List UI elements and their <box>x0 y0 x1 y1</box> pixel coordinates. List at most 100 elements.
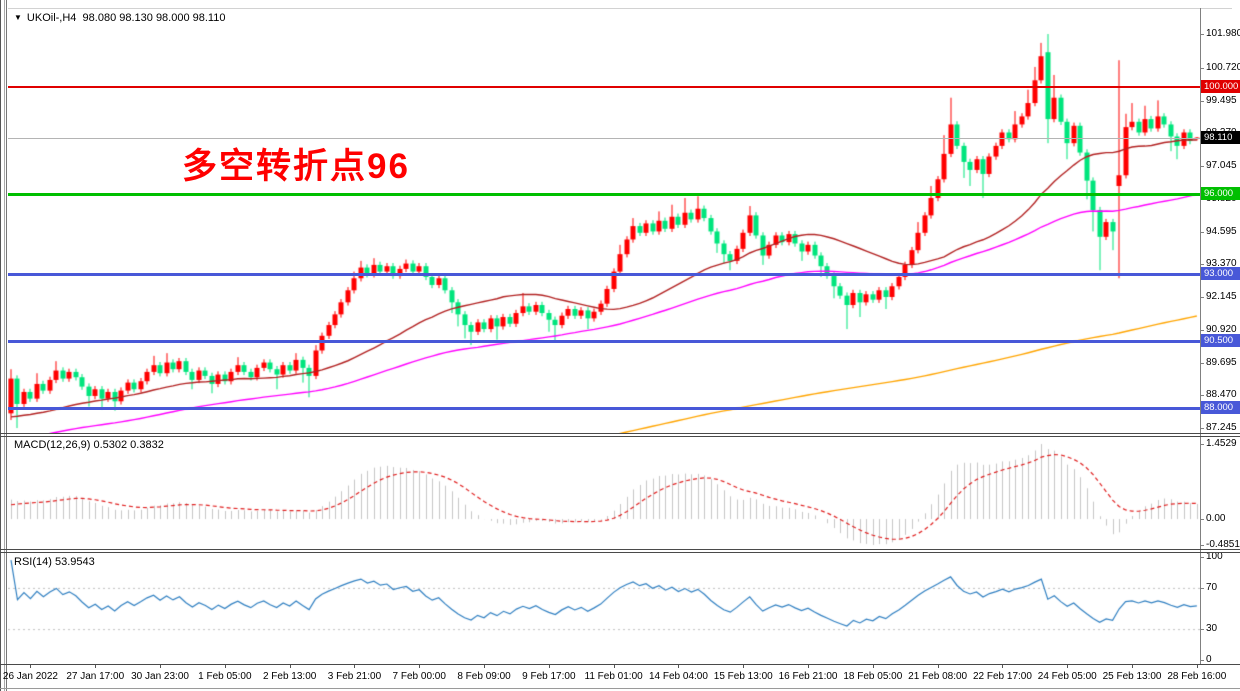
time-axis-label: 14 Feb 04:00 <box>648 671 708 682</box>
macd-label: MACD(12,26,9) 0.5302 0.3832 <box>14 439 164 451</box>
time-axis-tick <box>484 664 486 668</box>
time-axis-tick <box>808 664 810 668</box>
macd-tick-dash <box>1200 519 1204 521</box>
time-axis-tick <box>224 664 226 668</box>
rsi-tick-label: 0 <box>1206 654 1212 665</box>
price-tick-label: 97.045 <box>1206 160 1237 172</box>
current-price-tag: 98.110 <box>1201 130 1240 144</box>
time-axis-tick <box>289 664 291 668</box>
price-tick-dash <box>1200 34 1204 36</box>
horizontal-line[interactable] <box>8 339 1200 343</box>
price-axis-border <box>1200 8 1201 664</box>
time-axis-label: 2 Feb 13:00 <box>262 671 317 682</box>
symbol-dropdown-icon[interactable]: ▼ <box>14 13 22 22</box>
time-axis-label: 18 Feb 05:00 <box>843 671 903 682</box>
horizontal-line[interactable] <box>8 272 1200 276</box>
rsi-label: RSI(14) 53.9543 <box>14 556 95 568</box>
time-axis-label: 7 Feb 00:00 <box>392 671 446 682</box>
current-price-line <box>8 137 1200 139</box>
hline-price-tag: 90.500 <box>1201 334 1240 348</box>
rsi-tick-dash <box>1200 557 1204 558</box>
window-left-border <box>0 0 8 691</box>
pane-separator[interactable] <box>0 552 1240 553</box>
rsi-tick-label: 100 <box>1206 551 1223 562</box>
time-axis-tick <box>1132 664 1134 668</box>
time-axis-tick <box>678 664 680 668</box>
price-tick-dash <box>1200 428 1204 430</box>
time-axis-label: 21 Feb 08:00 <box>908 671 968 682</box>
time-axis-tick <box>1002 664 1004 668</box>
time-axis-label: 28 Feb 16:00 <box>1167 671 1227 682</box>
time-axis-label: 16 Feb 21:00 <box>778 671 838 682</box>
price-tick-label: 87.245 <box>1206 422 1237 434</box>
time-axis-label: 30 Jan 23:00 <box>131 671 189 682</box>
price-tick-dash <box>1200 395 1204 397</box>
time-axis-tick <box>95 664 97 668</box>
time-axis-tick <box>419 664 421 668</box>
hline-price-tag: 100.000 <box>1201 80 1240 93</box>
time-axis-label: 1 Feb 05:00 <box>198 671 252 682</box>
time-axis-label: 9 Feb 17:00 <box>522 671 576 682</box>
horizontal-line[interactable] <box>8 406 1200 410</box>
time-axis-tick <box>937 664 939 668</box>
rsi-tick-dash <box>1200 629 1204 631</box>
macd-tick-label: 1.4529 <box>1206 438 1237 449</box>
time-axis-label: 26 Jan 2022 <box>2 671 58 682</box>
rsi-tick-dash <box>1200 587 1204 589</box>
time-axis-tick <box>743 664 745 668</box>
chart-title: ▼ UKOil-,H4 98.080 98.130 98.000 98.110 <box>14 12 225 24</box>
price-tick-label: 88.470 <box>1206 389 1237 401</box>
price-tick-label: 90.920 <box>1206 323 1237 335</box>
time-axis-label: 3 Feb 21:00 <box>327 671 382 682</box>
chart-title-text: UKOil-,H4 98.080 98.130 98.000 98.110 <box>26 12 226 24</box>
horizontal-line[interactable] <box>8 86 1200 88</box>
macd-tick-label: 0.00 <box>1206 513 1226 525</box>
hline-price-tag: 96.000 <box>1201 187 1240 200</box>
time-axis-label: 27 Jan 17:00 <box>66 671 125 682</box>
macd-tick-dash <box>1200 444 1204 445</box>
time-axis-label: 11 Feb 01:00 <box>584 671 643 682</box>
horizontal-line[interactable] <box>8 192 1200 196</box>
time-axis-tick <box>1196 664 1198 668</box>
rsi-tick-label: 70 <box>1206 581 1218 593</box>
price-tick-dash <box>1200 297 1204 299</box>
time-axis-label: 25 Feb 13:00 <box>1102 671 1162 682</box>
hline-price-tag: 93.000 <box>1201 267 1240 281</box>
price-tick-label: 101.980 <box>1206 28 1240 40</box>
time-axis-tick <box>160 664 162 668</box>
time-axis-tick <box>548 664 550 668</box>
price-tick-label: 94.595 <box>1206 225 1237 237</box>
main-chart-canvas[interactable] <box>8 9 1200 433</box>
rsi-indicator-canvas[interactable] <box>8 553 1200 664</box>
price-tick-dash <box>1200 67 1204 69</box>
price-tick-label: 93.370 <box>1206 258 1237 270</box>
price-tick-dash <box>1200 264 1204 266</box>
pane-separator[interactable] <box>0 436 1240 437</box>
price-tick-dash <box>1200 100 1204 102</box>
chart-top-border <box>8 8 1232 9</box>
macd-tick-label: -0.4851 <box>1206 539 1240 550</box>
time-axis-tick <box>1067 664 1069 668</box>
time-axis-label: 22 Feb 17:00 <box>972 671 1032 682</box>
price-tick-dash <box>1200 329 1204 331</box>
price-tick-label: 100.720 <box>1206 61 1240 73</box>
price-tick-label: 99.495 <box>1206 94 1237 106</box>
time-axis-tick <box>872 664 874 668</box>
price-tick-dash <box>1200 362 1204 364</box>
time-axis-label: 8 Feb 09:00 <box>457 671 511 682</box>
macd-indicator-canvas[interactable] <box>8 440 1200 549</box>
time-axis-tick <box>30 664 32 668</box>
window-bottom-border <box>0 688 1240 689</box>
hline-price-tag: 88.000 <box>1201 401 1240 414</box>
pane-separator[interactable] <box>0 549 1240 550</box>
price-tick-label: 92.145 <box>1206 291 1237 303</box>
time-axis-label: 15 Feb 13:00 <box>713 671 773 682</box>
rsi-tick-label: 30 <box>1206 623 1218 635</box>
rsi-tick-dash <box>1200 660 1204 661</box>
price-tick-dash <box>1200 231 1204 233</box>
time-axis-label: 24 Feb 05:00 <box>1037 671 1097 682</box>
time-axis-tick <box>354 664 356 668</box>
annotation-text: 多空转折点96 <box>182 147 410 186</box>
pane-separator[interactable] <box>0 433 1240 434</box>
